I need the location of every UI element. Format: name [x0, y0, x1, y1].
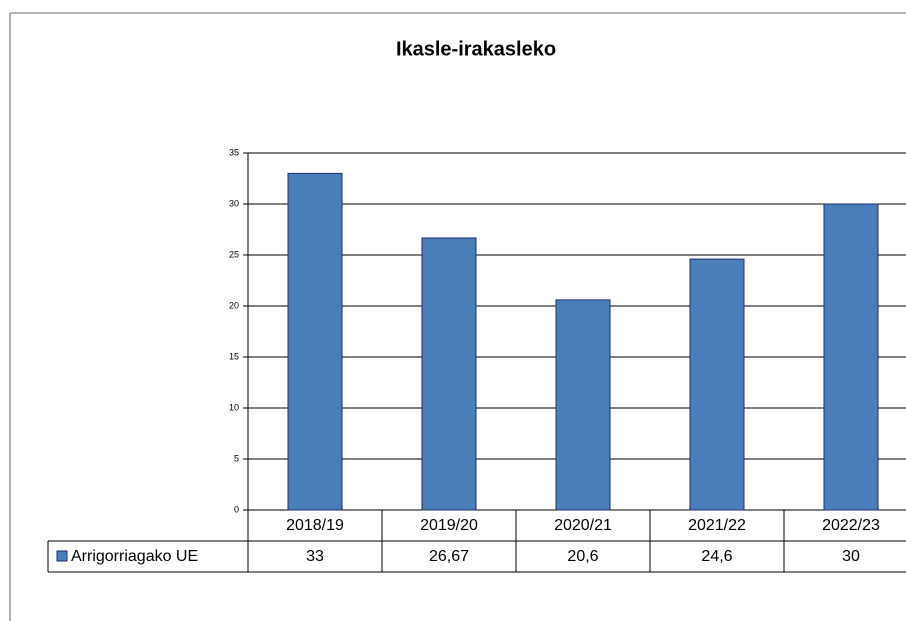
table-value: 30 [842, 548, 860, 565]
y-tick-label: 30 [229, 198, 239, 208]
y-tick-label: 10 [229, 402, 239, 412]
table-value: 33 [306, 548, 324, 565]
bar [823, 203, 879, 511]
y-tick-label: 20 [229, 300, 239, 310]
x-tick-label: 2019/20 [420, 517, 478, 534]
table-value: 26,67 [429, 548, 469, 565]
chart-title: Ikasle-irakasleko [396, 38, 556, 60]
bar [555, 299, 611, 511]
y-tick-label: 5 [234, 453, 239, 463]
y-tick-label: 35 [229, 147, 239, 157]
y-tick-label: 15 [229, 351, 239, 361]
y-tick-label: 0 [234, 504, 239, 514]
x-tick-label: 2018/19 [286, 517, 344, 534]
table-value: 20,6 [567, 548, 598, 565]
bar [421, 237, 477, 511]
x-tick-label: 2022/23 [822, 517, 880, 534]
legend-swatch [56, 550, 68, 562]
bar [287, 172, 343, 511]
x-tick-label: 2020/21 [554, 517, 612, 534]
legend-label: Arrigorriagako UE [71, 548, 198, 565]
x-tick-label: 2021/22 [688, 517, 746, 534]
bar [689, 258, 745, 511]
table-value: 24,6 [701, 548, 732, 565]
y-tick-label: 25 [229, 249, 239, 259]
